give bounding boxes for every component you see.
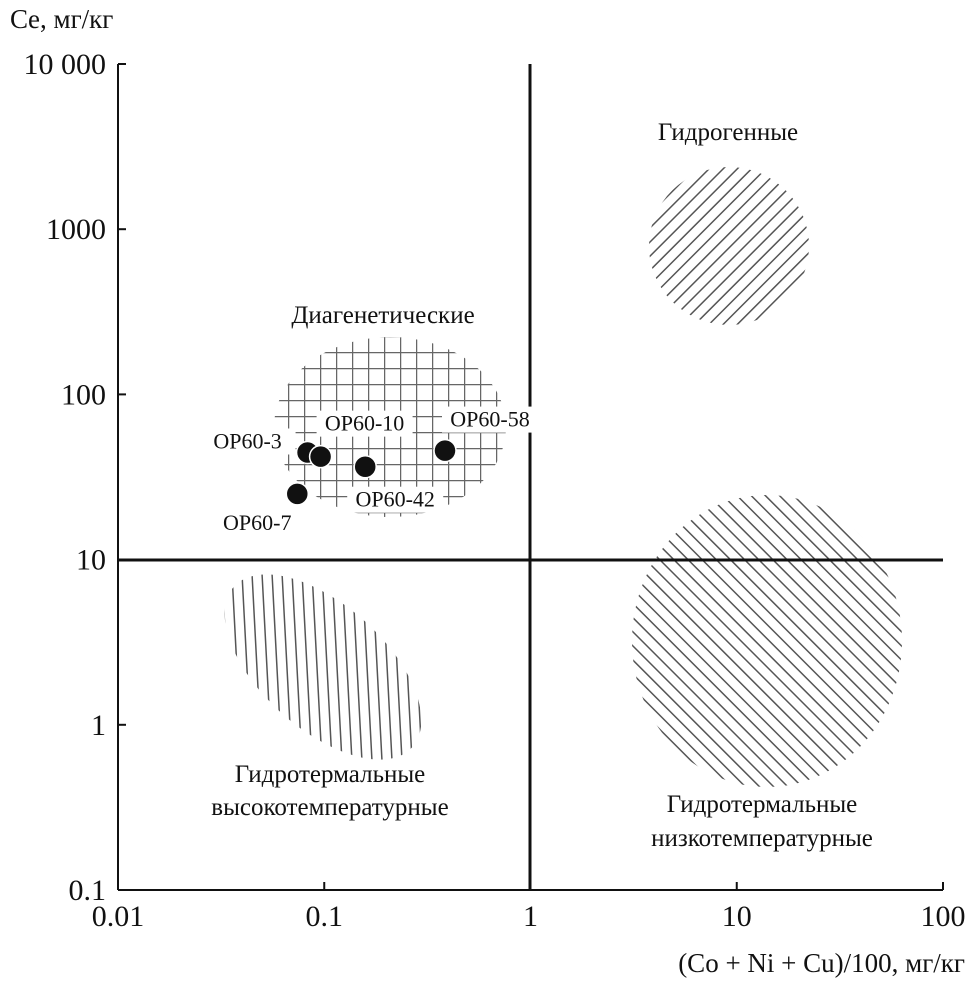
label-bg [347,486,444,513]
point-label: OP60-42 [355,487,434,512]
label-bg [442,406,539,433]
region-label: Гидротермальные [235,761,426,788]
point-label: OP60-10 [325,411,404,436]
point-label: OP60-7 [223,510,291,535]
region-hydrothermal-high [224,574,422,760]
y-tick-label: 10 [76,544,106,577]
x-tick-label: 1 [523,900,538,933]
region-label: Диагенетические [291,302,474,329]
y-tick-label: 10 000 [24,48,107,81]
point [433,438,457,463]
point [308,444,333,469]
y-axis-label: Ce, мг/кг [10,4,113,34]
label-bg [209,509,306,536]
x-axis-label: (Co + Ni + Cu)/100, мг/кг [678,948,965,978]
region-hydrothermal-low [632,495,902,787]
point-label: OP60-3 [213,428,281,453]
y-tick-label: 0.1 [69,874,107,907]
point [353,454,377,479]
x-tick-label: 0.01 [92,900,145,933]
point-label: OP60-58 [450,407,529,432]
y-tick-label: 100 [61,378,106,411]
y-tick-label: 1 [91,709,106,742]
region-label: Гидротермальные [667,791,858,818]
region-label: Гидрогенные [658,119,798,146]
label-bg [199,428,296,455]
region-label: высокотемпературные [211,794,448,821]
y-tick-label: 1000 [46,213,106,246]
region-label: низкотемпературные [651,825,873,852]
point [285,482,310,506]
label-bg [316,410,413,437]
region-hydrogenous [649,167,809,325]
x-tick-label: 0.1 [306,900,344,933]
x-tick-label: 100 [921,900,966,933]
x-tick-label: 10 [722,900,752,933]
